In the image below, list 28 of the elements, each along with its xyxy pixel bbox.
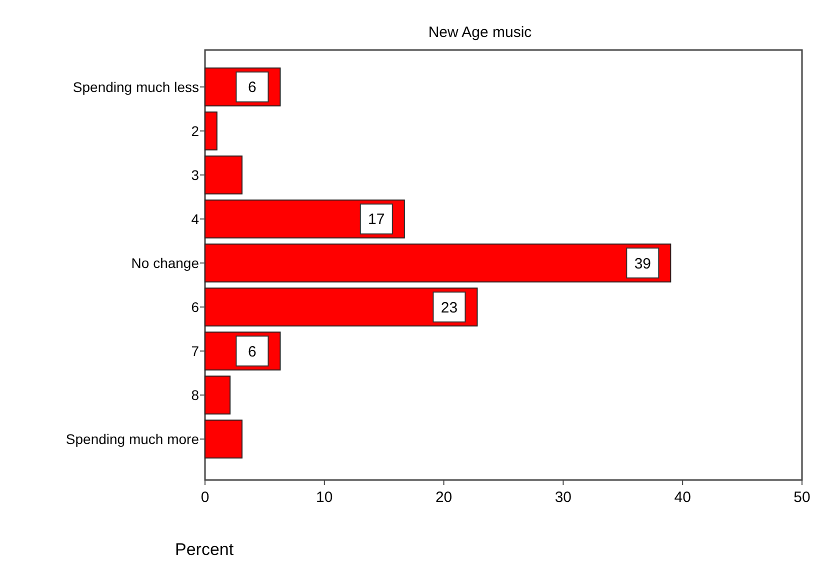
y-tick-label: 4 [191, 210, 200, 227]
x-axis-title: Percent [175, 540, 234, 559]
data-label: 6 [248, 343, 256, 360]
y-tick-label: 8 [191, 386, 200, 403]
x-tick-label: 0 [200, 489, 210, 506]
data-label: 23 [440, 299, 458, 316]
bar [204, 244, 672, 282]
bar [204, 112, 218, 150]
x-tick-label: 50 [794, 489, 810, 506]
data-label: 17 [368, 211, 385, 228]
x-tick-label: 20 [435, 489, 452, 506]
y-tick-label: 2 [191, 122, 200, 139]
x-tick-label: 30 [554, 489, 572, 506]
y-tick-label: 3 [191, 166, 200, 183]
y-tick-label: 7 [191, 342, 200, 359]
chart-title: New Age music [428, 24, 532, 41]
y-tick-label: 6 [191, 298, 200, 315]
bar [204, 376, 231, 414]
data-label: 39 [634, 255, 652, 272]
x-tick-label: 40 [674, 489, 691, 506]
bar [204, 288, 478, 326]
x-tick-label: 10 [316, 489, 333, 506]
y-tick-label: No change [131, 254, 200, 271]
data-label: 6 [248, 79, 256, 96]
y-tick-label: Spending much more [66, 430, 200, 447]
y-tick-label: Spending much less [72, 78, 199, 95]
bar [204, 420, 243, 458]
bar [204, 156, 243, 194]
